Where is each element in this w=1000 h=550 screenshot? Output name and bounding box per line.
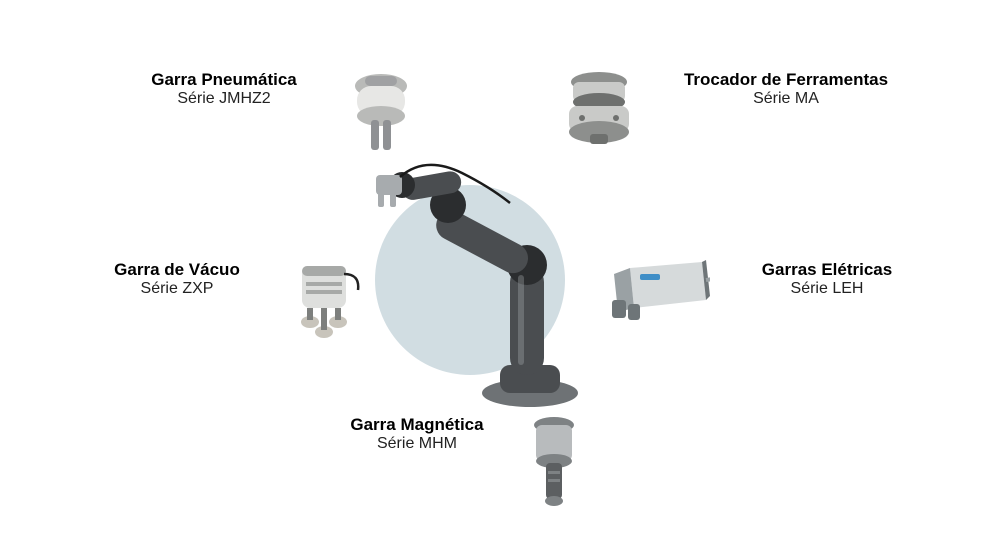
- electric-icon: [610, 260, 710, 322]
- product-item-electric: Garras ElétricasSérie LEH: [610, 260, 930, 322]
- product-title: Garra Pneumática: [115, 70, 333, 90]
- product-labels: Garra PneumáticaSérie JMHZ2: [115, 70, 333, 108]
- product-subtitle: Série MHM: [320, 435, 514, 453]
- product-subtitle: Série ZXP: [80, 280, 274, 298]
- product-item-vacuum: Garra de VácuoSérie ZXP: [80, 260, 360, 342]
- product-labels: Trocador de FerramentasSérie MA: [652, 70, 920, 108]
- product-subtitle: Série LEH: [724, 280, 930, 298]
- product-title: Garras Elétricas: [724, 260, 930, 280]
- product-labels: Garra de VácuoSérie ZXP: [80, 260, 274, 298]
- product-subtitle: Série MA: [652, 90, 920, 108]
- center-robot-illustration: [370, 145, 610, 410]
- product-item-tool_changer: Trocador de FerramentasSérie MA: [560, 70, 920, 152]
- product-item-pneumatic: Garra PneumáticaSérie JMHZ2: [115, 70, 415, 158]
- product-subtitle: Série JMHZ2: [115, 90, 333, 108]
- product-title: Garra Magnética: [320, 415, 514, 435]
- product-title: Garra de Vácuo: [80, 260, 274, 280]
- magnetic-icon: [528, 415, 580, 507]
- product-item-magnetic: Garra MagnéticaSérie MHM: [320, 415, 580, 507]
- product-title: Trocador de Ferramentas: [652, 70, 920, 90]
- tool_changer-icon: [560, 70, 638, 152]
- diagram-canvas: Garra PneumáticaSérie JMHZ2 Trocador de …: [0, 0, 1000, 550]
- product-labels: Garras ElétricasSérie LEH: [724, 260, 930, 298]
- vacuum-icon: [288, 260, 360, 342]
- product-labels: Garra MagnéticaSérie MHM: [320, 415, 514, 453]
- pneumatic-icon: [347, 70, 415, 158]
